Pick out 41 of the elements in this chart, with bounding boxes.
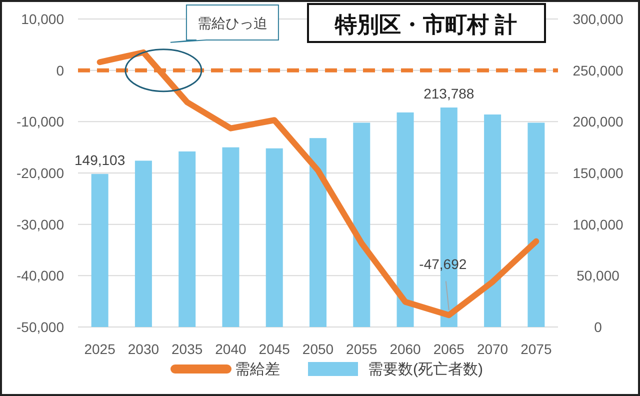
x-tick-label: 2040 [215, 341, 247, 357]
y2-tick-label: 200,000 [572, 114, 624, 130]
data-label: 149,103 [74, 152, 126, 168]
y-tick-label: -20,000 [16, 165, 64, 181]
y-tick-label: -50,000 [16, 319, 64, 335]
bar [222, 147, 240, 327]
data-label: 213,788 [424, 86, 474, 102]
y2-tick-label: 100,000 [572, 216, 624, 232]
bar [396, 112, 414, 327]
x-tick-label: 2065 [433, 341, 465, 357]
x-tick-label: 2055 [346, 341, 378, 357]
bar [310, 138, 326, 327]
annotation: 需給ひっ迫 [197, 15, 268, 31]
y2-tick-label: 150,000 [572, 165, 624, 181]
x-tick-label: 2035 [172, 341, 203, 357]
x-tick-label: 2045 [258, 341, 290, 357]
x-tick-label: 2070 [476, 341, 508, 357]
y-tick-label: 10,000 [21, 11, 64, 27]
y-tick-label: -40,000 [16, 268, 64, 284]
bar [484, 114, 502, 327]
x-tick-label: 2030 [128, 341, 160, 357]
x-tick-label: 2060 [390, 341, 422, 357]
bar [528, 122, 545, 327]
legend-label: 需給差 [235, 361, 280, 378]
x-tick-label: 2025 [84, 341, 116, 357]
y-tick-label: -10,000 [16, 114, 64, 130]
bar [134, 160, 152, 327]
x-tick-label: 2075 [520, 341, 552, 357]
chart-title: 特別区・市町村 計 [334, 12, 518, 37]
bar [353, 122, 370, 327]
y2-tick-label: 0 [594, 319, 602, 335]
y2-tick-label: 300,000 [572, 11, 624, 27]
y-tick-label: 0 [56, 62, 64, 78]
bar [266, 148, 283, 327]
y2-tick-label: 50,000 [576, 268, 620, 284]
bar [178, 151, 196, 327]
legend-label: 需要数(死亡者数) [368, 361, 483, 378]
x-tick-label: 2050 [302, 341, 334, 357]
bar [91, 174, 108, 327]
y-tick-label: -30,000 [16, 216, 64, 232]
y2-tick-label: 250,000 [572, 62, 624, 78]
